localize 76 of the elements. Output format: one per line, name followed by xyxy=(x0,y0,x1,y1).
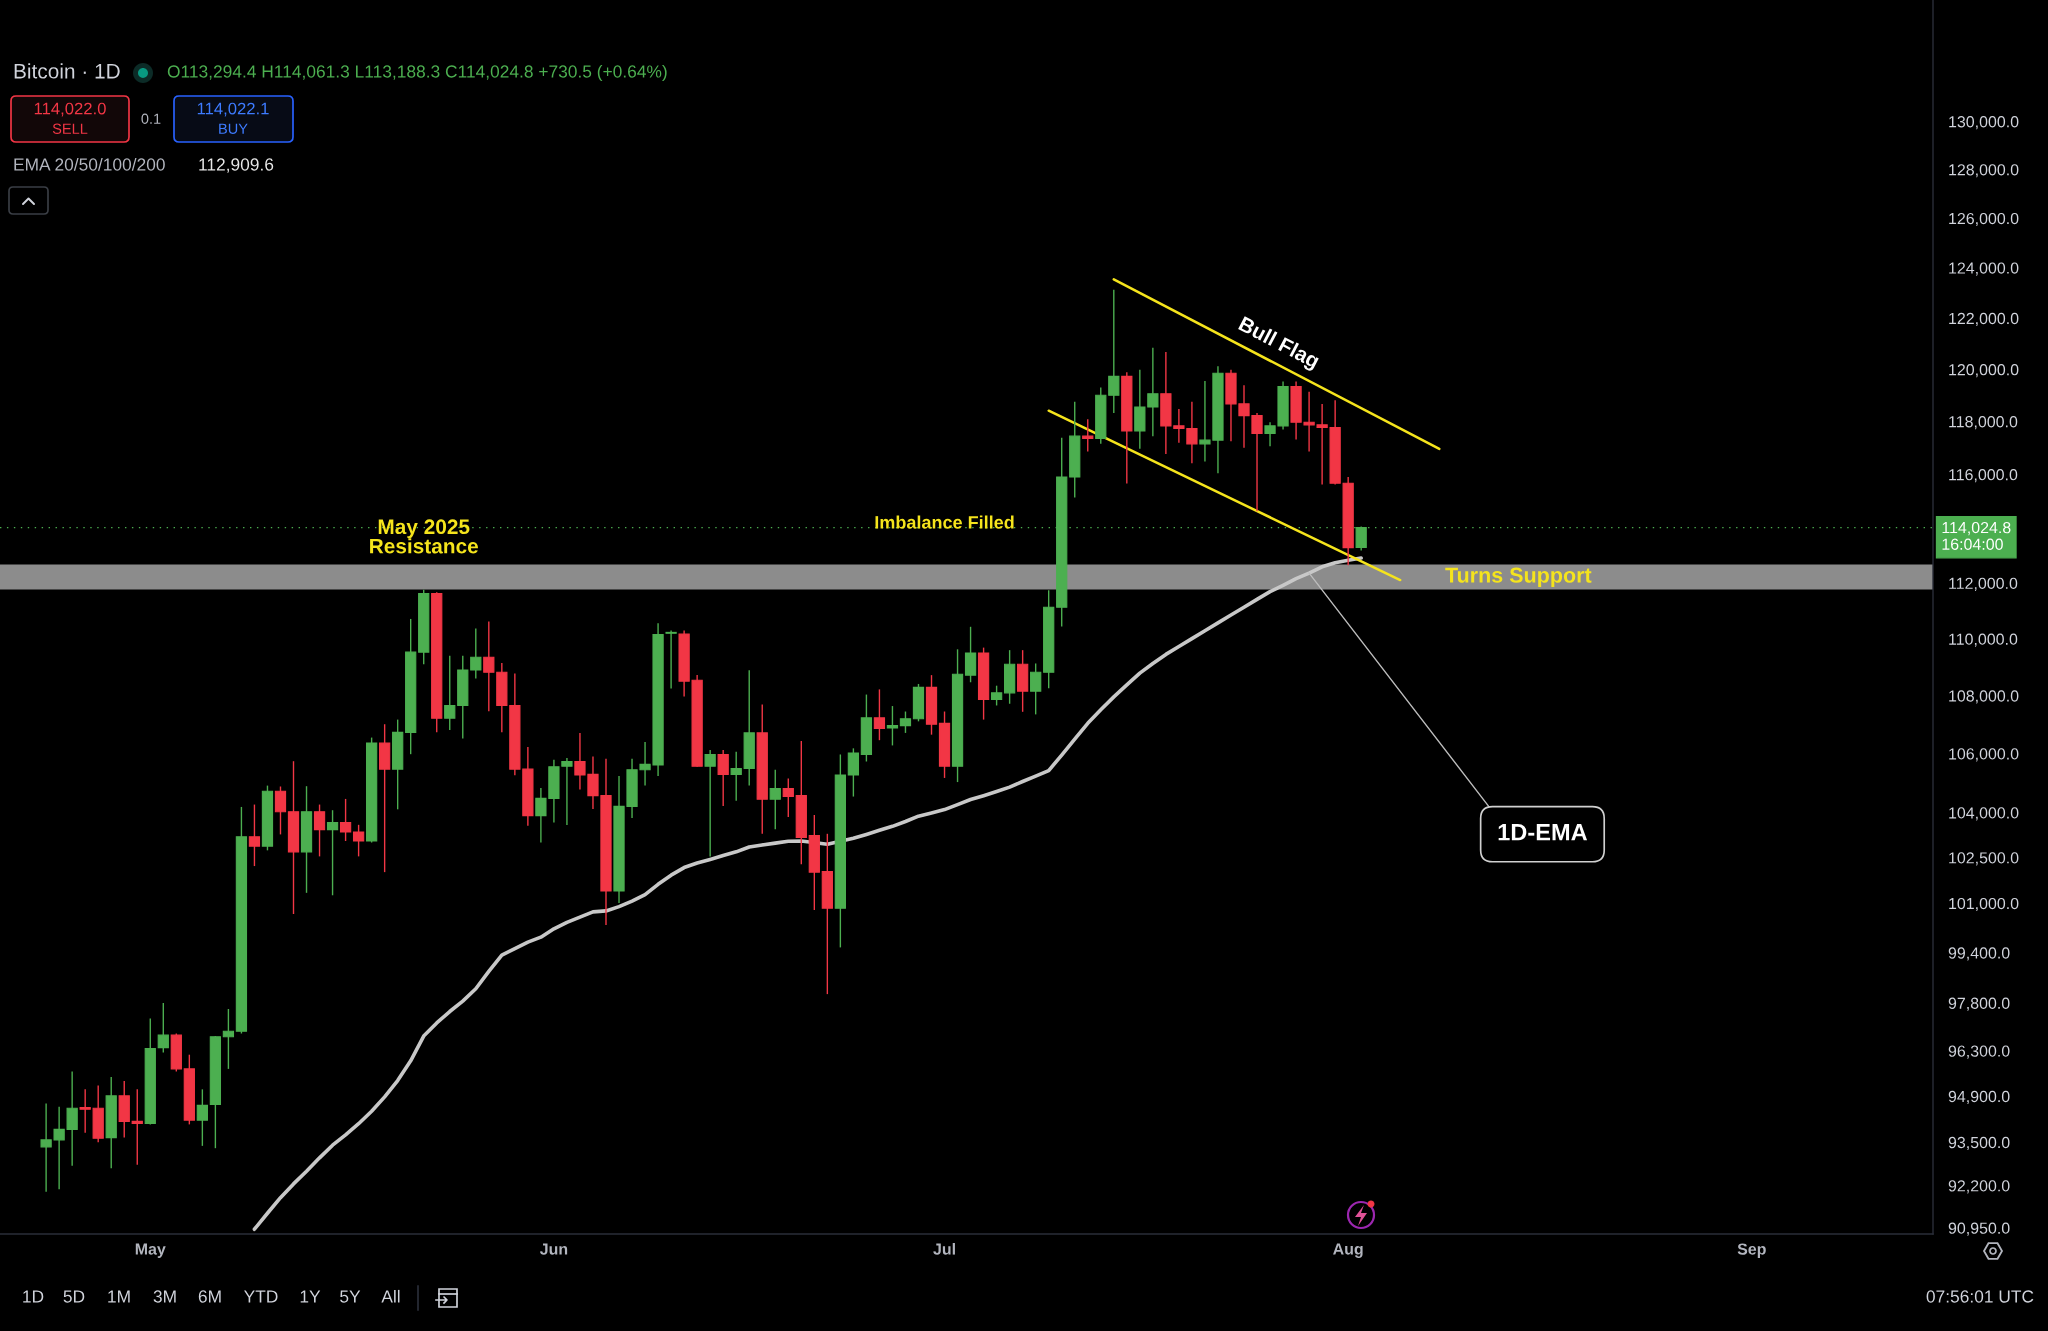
y-tick-label: 90,950.0 xyxy=(1948,1222,2010,1236)
candlestick xyxy=(131,1088,143,1166)
text: 07:56:01 UTC xyxy=(1926,1290,2034,1303)
candlestick xyxy=(274,785,287,836)
candlestick xyxy=(990,684,1003,707)
candlestick xyxy=(769,769,781,831)
y-tick-label: 130,000.0 xyxy=(1949,116,2019,130)
y-tick-label: 92,200.0 xyxy=(1948,1180,2010,1194)
text: 1M xyxy=(108,1290,130,1303)
candlestick xyxy=(782,777,794,818)
y-tick-label: 110,000.0 xyxy=(1949,633,2018,647)
x-tick-label: Jun xyxy=(539,1243,568,1255)
text: 1D xyxy=(23,1290,44,1303)
y-tick-label: 96,300.0 xyxy=(1948,1045,2010,1059)
candlestick xyxy=(964,626,977,683)
candlestick xyxy=(665,629,677,690)
text: Bitcoin · 1D xyxy=(14,63,120,79)
ref-line-label: 114,024.8 16:04:00 xyxy=(1942,521,2011,550)
text: YTD xyxy=(244,1290,278,1303)
text: All xyxy=(381,1289,400,1303)
candlestick xyxy=(704,749,716,858)
candlestick xyxy=(899,710,912,734)
text: 3M xyxy=(153,1290,176,1303)
y-tick-label: 106,000.0 xyxy=(1949,748,2019,762)
y-tick-label: 99,400.0 xyxy=(1948,947,2010,961)
text: 5D xyxy=(63,1290,85,1303)
annotation: 0.1 xyxy=(141,113,161,124)
text: 1Y xyxy=(300,1290,321,1303)
x-tick-label: Jul xyxy=(933,1243,955,1255)
candlestick xyxy=(248,803,261,867)
y-tick-label: 104,000.0 xyxy=(1949,807,2019,821)
y-tick-label: 122,000.0 xyxy=(1949,312,2019,327)
annotation: Bull Flag xyxy=(1236,315,1321,373)
annotation: Turns Support xyxy=(1445,567,1592,588)
annotation: Imbalance Filled xyxy=(875,515,1014,529)
y-tick-label: 126,000.0 xyxy=(1949,212,2019,227)
y-tick-label: 112,000.0 xyxy=(1949,577,2018,591)
text: 6M xyxy=(198,1290,221,1303)
text: O113,294.4 H114,061.3 L113,188.3 C114,024.8 +730.5 (+0.64%) xyxy=(167,64,667,82)
candlestick xyxy=(313,803,326,858)
annotation: May 2025 Resistance xyxy=(370,519,479,554)
candlestick xyxy=(222,1008,235,1070)
y-tick-label: 116,000.0 xyxy=(1949,469,2018,483)
y-tick-label: 120,000.0 xyxy=(1949,364,2019,378)
candlestick xyxy=(470,627,482,680)
annotation: 1D-EMA xyxy=(1498,824,1588,841)
y-tick-label: 124,000.0 xyxy=(1949,262,2019,276)
y-tick-label: 108,000.0 xyxy=(1949,690,2019,704)
y-tick-label: 97,800.0 xyxy=(1948,997,2010,1011)
x-tick-label: May xyxy=(135,1243,166,1258)
annotation: 114,022.1 xyxy=(197,102,269,117)
candlestick xyxy=(717,749,729,807)
x-tick-label: Aug xyxy=(1333,1243,1363,1258)
candlestick xyxy=(847,747,860,798)
annotation: 112,909.6 xyxy=(199,158,274,173)
annotation: 114,022.0 xyxy=(34,102,106,117)
annotation: SELL xyxy=(52,123,88,134)
y-tick-label: 118,000.0 xyxy=(1949,416,2018,430)
text: 5Y xyxy=(340,1290,361,1303)
candlestick xyxy=(157,1002,169,1054)
x-tick-label: Sep xyxy=(1737,1243,1766,1258)
candlestick xyxy=(873,688,886,741)
y-tick-label: 128,000.0 xyxy=(1949,164,2019,178)
candlestick xyxy=(326,809,339,896)
annotation: EMA 20/50/100/200 xyxy=(14,157,165,171)
candlestick xyxy=(886,705,899,747)
y-tick-label: 94,900.0 xyxy=(1948,1090,2010,1105)
annotation: BUY xyxy=(219,123,248,134)
candlestick xyxy=(352,824,365,858)
candlestick xyxy=(339,798,352,842)
y-tick-label: 102,500.0 xyxy=(1949,852,2019,866)
y-tick-label: 101,000.0 xyxy=(1949,897,2019,912)
candlestick xyxy=(1030,662,1042,716)
candlestick xyxy=(444,655,456,731)
y-tick-label: 93,500.0 xyxy=(1948,1136,2010,1151)
candlestick xyxy=(196,1088,208,1147)
